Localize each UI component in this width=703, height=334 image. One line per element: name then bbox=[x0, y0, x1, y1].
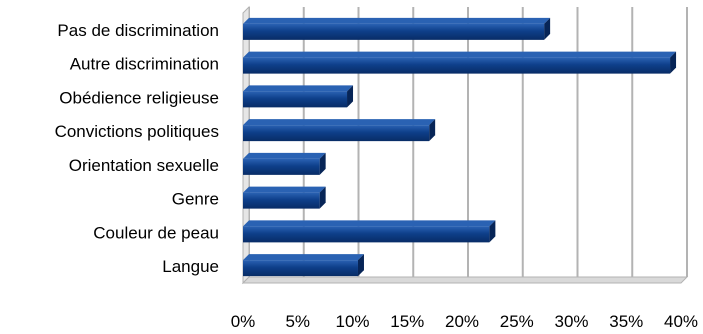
category-label: Convictions politiques bbox=[55, 122, 219, 141]
floor bbox=[241, 276, 689, 284]
x-tick-label: 20% bbox=[445, 312, 479, 329]
x-tick-label: 25% bbox=[500, 312, 534, 329]
category-label: Couleur de peau bbox=[93, 223, 219, 242]
bar-front-face bbox=[243, 23, 545, 40]
bar-front-face bbox=[243, 91, 348, 108]
bar-front-face bbox=[243, 260, 358, 277]
bar-end-face bbox=[319, 152, 326, 175]
category-label: Pas de discrimination bbox=[57, 21, 219, 40]
x-tick-label: 35% bbox=[609, 312, 643, 329]
bar-top-face bbox=[243, 254, 364, 261]
category-label: Orientation sexuelle bbox=[69, 156, 219, 175]
bar-top-face bbox=[243, 152, 326, 159]
x-tick-label: 30% bbox=[554, 312, 588, 329]
bar-front-face bbox=[243, 158, 320, 175]
bar bbox=[243, 85, 354, 108]
bar-top-face bbox=[243, 17, 551, 24]
bar-end-face bbox=[319, 186, 326, 209]
bar-front-face bbox=[243, 125, 430, 142]
bar bbox=[243, 186, 326, 209]
category-label: Langue bbox=[162, 257, 219, 276]
x-tick-label: 15% bbox=[390, 312, 424, 329]
x-tick-label: 5% bbox=[285, 312, 310, 329]
x-tick-label: 0% bbox=[231, 312, 256, 329]
bar-front-face bbox=[243, 57, 671, 74]
bar-end-face bbox=[347, 85, 354, 108]
bar-top-face bbox=[243, 220, 496, 227]
category-label: Genre bbox=[172, 190, 219, 209]
bar bbox=[243, 51, 677, 74]
bar-layer bbox=[243, 17, 677, 277]
label-layer: Pas de discrimination Autre discriminatio… bbox=[55, 21, 219, 276]
bar bbox=[243, 17, 551, 40]
tick-layer: 0% 5% 10% 15% 20% 25% 30% 35% 40% bbox=[231, 312, 698, 331]
bar bbox=[243, 152, 326, 175]
bar-top-face bbox=[243, 119, 436, 126]
bar-end-face bbox=[489, 220, 496, 243]
category-label: Autre discrimination bbox=[70, 55, 219, 74]
bar bbox=[243, 220, 496, 243]
bar bbox=[243, 254, 364, 277]
bar-end-face bbox=[429, 119, 436, 142]
x-tick-label: 10% bbox=[335, 312, 369, 329]
bar-top-face bbox=[243, 51, 677, 58]
bar-end-face bbox=[670, 51, 677, 74]
bar-end-face bbox=[544, 17, 551, 40]
bar-end-face bbox=[357, 254, 364, 277]
bar-top-face bbox=[243, 85, 354, 92]
x-tick-label: 40% bbox=[664, 312, 698, 329]
bar-front-face bbox=[243, 192, 320, 209]
bar-top-face bbox=[243, 186, 326, 193]
bar-front-face bbox=[243, 226, 490, 243]
category-label: Obédience religieuse bbox=[59, 88, 219, 107]
bar bbox=[243, 119, 436, 142]
